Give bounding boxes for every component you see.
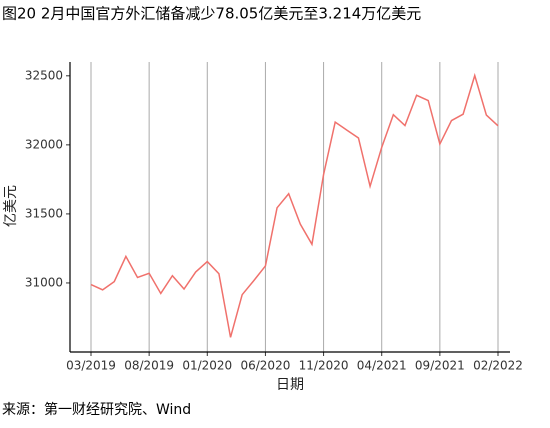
chart-title: 图20 2月中国官方外汇储备减少78.05亿美元至3.214万亿美元 [2,5,421,23]
x-tick-label: 04/2021 [357,359,407,373]
x-tick-label: 06/2020 [240,359,290,373]
y-tick-label: 32500 [25,68,63,82]
x-tick-label: 03/2019 [66,359,116,373]
x-tick-label: 01/2020 [182,359,232,373]
x-tick-label: 11/2020 [299,359,349,373]
y-tick-label: 32000 [25,137,63,151]
y-axis-label: 亿美元 [3,185,19,227]
y-tick-label: 31500 [25,206,63,220]
line [90,72,499,338]
x-tick-label: 08/2019 [124,359,174,373]
x-tick-label: 09/2021 [415,359,465,373]
source: 来源：第一财经研究院、Wind [2,401,191,418]
x-tick-label: 02/2022 [473,359,523,373]
y-tick-label: 31000 [25,275,63,289]
x-axis-label: 日期 [276,377,304,393]
